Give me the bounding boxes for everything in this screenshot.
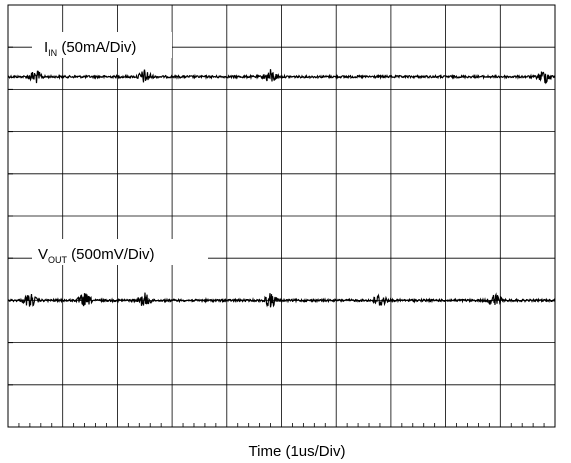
- x-axis-label: Time (1us/Div): [249, 443, 346, 460]
- vout-label-rest: (500mV/Div): [67, 246, 155, 263]
- vout-label-sub: OUT: [48, 255, 68, 265]
- iin-label-rest: (50mA/Div): [57, 39, 136, 56]
- iin-label-bg: [32, 32, 172, 58]
- iin-label: IIN (50mA/Div): [44, 39, 136, 58]
- vout-label: VOUT (500mV/Div): [38, 246, 155, 265]
- vout-label-bg: [32, 239, 208, 265]
- vout-label-main: V: [38, 246, 48, 263]
- vout-trace: [7, 292, 556, 308]
- iin-label-main: I: [44, 39, 48, 56]
- iin-label-sub: IN: [48, 48, 57, 58]
- grid: [7, 4, 556, 428]
- iin-trace: [7, 69, 556, 85]
- traces: [7, 69, 556, 308]
